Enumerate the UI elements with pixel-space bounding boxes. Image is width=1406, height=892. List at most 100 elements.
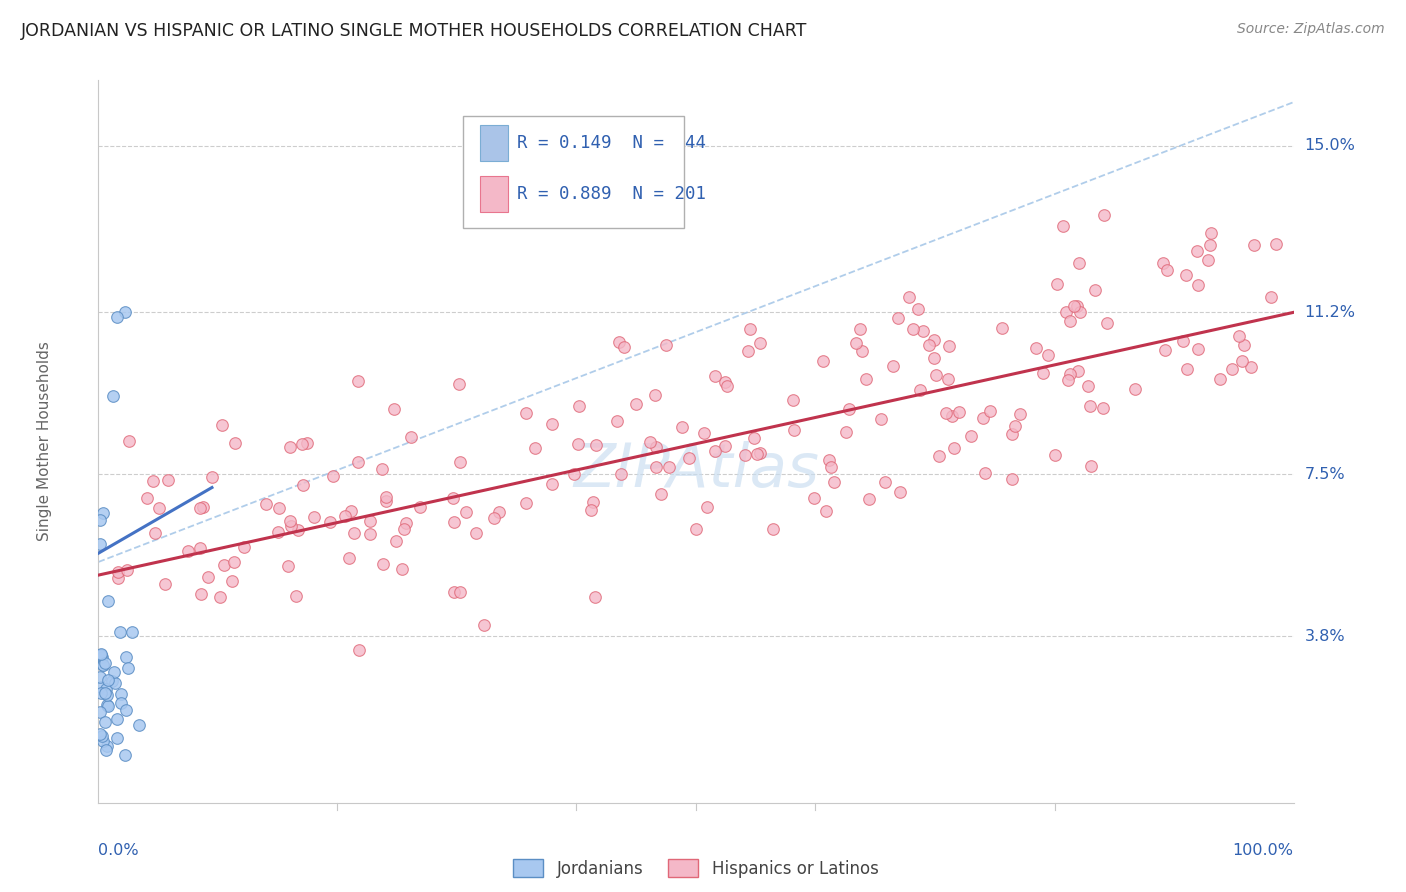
Point xyxy=(583,590,606,604)
Legend: Jordanians, Hispanics or Latinos: Jordanians, Hispanics or Latinos xyxy=(513,859,879,878)
Point xyxy=(1187,244,1209,258)
Point xyxy=(567,399,589,413)
Point xyxy=(979,404,1001,418)
Point xyxy=(101,674,124,689)
Point xyxy=(118,434,141,449)
Text: 7.5%: 7.5% xyxy=(1305,467,1346,482)
Point xyxy=(581,495,603,509)
Point xyxy=(1152,256,1174,270)
Point xyxy=(91,658,114,673)
Point xyxy=(191,500,214,515)
Point xyxy=(97,594,120,608)
Point xyxy=(90,686,112,700)
Text: R = 0.149  N =  44: R = 0.149 N = 44 xyxy=(517,134,706,153)
Point xyxy=(89,706,111,720)
Point xyxy=(685,522,707,536)
Point xyxy=(918,338,941,352)
Point xyxy=(610,467,633,482)
Point xyxy=(838,402,860,417)
Point xyxy=(515,496,537,510)
Point xyxy=(925,368,948,382)
Point xyxy=(882,359,904,373)
Point xyxy=(935,406,957,420)
Point xyxy=(449,455,471,469)
Point xyxy=(94,743,117,757)
Point xyxy=(911,324,934,338)
Point xyxy=(1233,338,1256,352)
Point xyxy=(188,541,211,555)
Point xyxy=(936,372,959,386)
Point xyxy=(335,509,357,524)
Point xyxy=(89,513,111,527)
Point xyxy=(1069,305,1091,319)
Point xyxy=(91,650,114,665)
Point xyxy=(541,476,564,491)
Point xyxy=(1067,256,1090,270)
Point xyxy=(190,500,212,515)
Point xyxy=(1197,252,1219,267)
Point xyxy=(374,494,396,508)
Point xyxy=(142,474,165,488)
Point xyxy=(1008,407,1031,421)
Point xyxy=(855,372,877,386)
Point xyxy=(103,676,125,690)
Point xyxy=(484,510,506,524)
Point xyxy=(266,524,288,539)
Point xyxy=(89,670,111,684)
Point xyxy=(347,642,370,657)
Point xyxy=(97,699,120,714)
Point xyxy=(94,657,117,671)
Point xyxy=(541,417,564,431)
Point xyxy=(1187,342,1209,356)
Point xyxy=(277,559,299,574)
Point xyxy=(384,534,406,549)
Point xyxy=(115,563,138,577)
Point xyxy=(211,418,233,433)
Point xyxy=(887,310,910,325)
Point xyxy=(287,523,309,537)
Point xyxy=(1001,427,1024,442)
Point xyxy=(90,648,112,662)
Point xyxy=(1001,472,1024,486)
Point xyxy=(322,469,344,483)
Point xyxy=(645,440,668,454)
Point xyxy=(177,543,200,558)
Point xyxy=(93,714,115,729)
Point xyxy=(97,673,120,688)
Point xyxy=(928,450,950,464)
Point xyxy=(678,450,700,465)
Point xyxy=(1243,238,1265,252)
Point xyxy=(212,558,235,572)
Point xyxy=(762,522,785,536)
Point xyxy=(1059,314,1081,328)
Point xyxy=(105,310,128,325)
Point xyxy=(107,571,129,585)
Point xyxy=(107,566,129,580)
FancyBboxPatch shape xyxy=(479,176,509,211)
Point xyxy=(1227,329,1250,343)
Point xyxy=(96,698,118,712)
Point xyxy=(704,444,727,458)
Point xyxy=(1077,379,1099,393)
Point xyxy=(143,525,166,540)
Point xyxy=(114,305,136,319)
Point xyxy=(938,339,960,353)
Point xyxy=(1260,290,1282,304)
Point xyxy=(873,475,896,489)
Point xyxy=(671,420,693,434)
Point xyxy=(1265,237,1288,252)
Text: 3.8%: 3.8% xyxy=(1305,629,1346,644)
Point xyxy=(156,474,179,488)
Point xyxy=(101,388,124,402)
Point xyxy=(295,436,318,450)
Point xyxy=(91,729,114,743)
Text: JORDANIAN VS HISPANIC OR LATINO SINGLE MOTHER HOUSEHOLDS CORRELATION CHART: JORDANIAN VS HISPANIC OR LATINO SINGLE M… xyxy=(21,22,807,40)
Point xyxy=(907,302,929,317)
Point xyxy=(208,591,231,605)
Point xyxy=(465,525,488,540)
Point xyxy=(704,369,727,384)
Point xyxy=(285,590,308,604)
Point xyxy=(197,570,219,584)
Point xyxy=(96,688,118,702)
Point xyxy=(1171,334,1194,348)
